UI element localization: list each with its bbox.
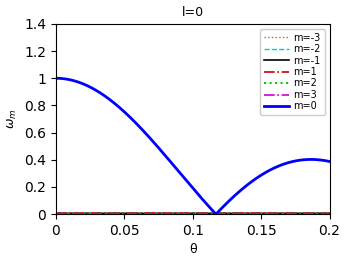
m=3 [319, 212, 324, 215]
m=-1 [319, 212, 324, 215]
m=-1 [319, 212, 324, 215]
m=-3 [269, 212, 273, 215]
m=1 [327, 211, 331, 215]
m=1 [68, 211, 72, 215]
m=2 [269, 212, 273, 215]
m=0 [270, 168, 274, 171]
m=-2 [319, 212, 324, 215]
m=-3 [54, 212, 58, 215]
m=3 [54, 212, 58, 215]
m=0 [327, 160, 331, 163]
m=-3 [180, 212, 184, 215]
X-axis label: θ: θ [189, 243, 197, 256]
m=3 [68, 212, 72, 215]
m=2 [319, 212, 324, 215]
Legend: m=-3, m=-2, m=-1, m=1, m=2, m=3, m=0: m=-3, m=-2, m=-1, m=1, m=2, m=3, m=0 [260, 29, 325, 115]
m=3 [180, 212, 184, 215]
m=-2 [319, 212, 324, 215]
m=-2 [180, 212, 184, 215]
m=3 [327, 212, 331, 215]
Line: m=0: m=0 [56, 78, 329, 214]
m=0 [319, 159, 324, 162]
m=1 [319, 211, 324, 215]
m=2 [180, 212, 184, 215]
m=0 [180, 173, 184, 177]
m=2 [319, 212, 324, 215]
Y-axis label: $\omega_m$: $\omega_m$ [6, 109, 19, 129]
m=-2 [54, 212, 58, 215]
m=-1 [269, 212, 273, 215]
m=-2 [269, 212, 273, 215]
m=-3 [187, 212, 191, 215]
m=2 [187, 212, 191, 215]
m=0 [214, 212, 218, 216]
m=-2 [68, 212, 72, 215]
m=-3 [327, 212, 331, 215]
m=0 [54, 77, 58, 80]
m=1 [319, 211, 324, 215]
m=0 [320, 159, 324, 162]
m=-3 [319, 212, 324, 215]
m=0 [68, 78, 72, 81]
m=-2 [327, 212, 331, 215]
m=-1 [68, 212, 72, 215]
m=1 [269, 211, 273, 215]
m=2 [54, 212, 58, 215]
Title: l=0: l=0 [182, 6, 204, 19]
m=-3 [68, 212, 72, 215]
m=1 [187, 211, 191, 215]
m=3 [319, 212, 324, 215]
m=2 [68, 212, 72, 215]
m=-1 [187, 212, 191, 215]
m=-1 [327, 212, 331, 215]
m=-3 [319, 212, 324, 215]
m=-1 [54, 212, 58, 215]
m=1 [180, 211, 184, 215]
m=0 [187, 182, 191, 185]
m=-2 [187, 212, 191, 215]
m=1 [54, 211, 58, 215]
m=3 [269, 212, 273, 215]
m=2 [327, 212, 331, 215]
m=-1 [180, 212, 184, 215]
m=3 [187, 212, 191, 215]
